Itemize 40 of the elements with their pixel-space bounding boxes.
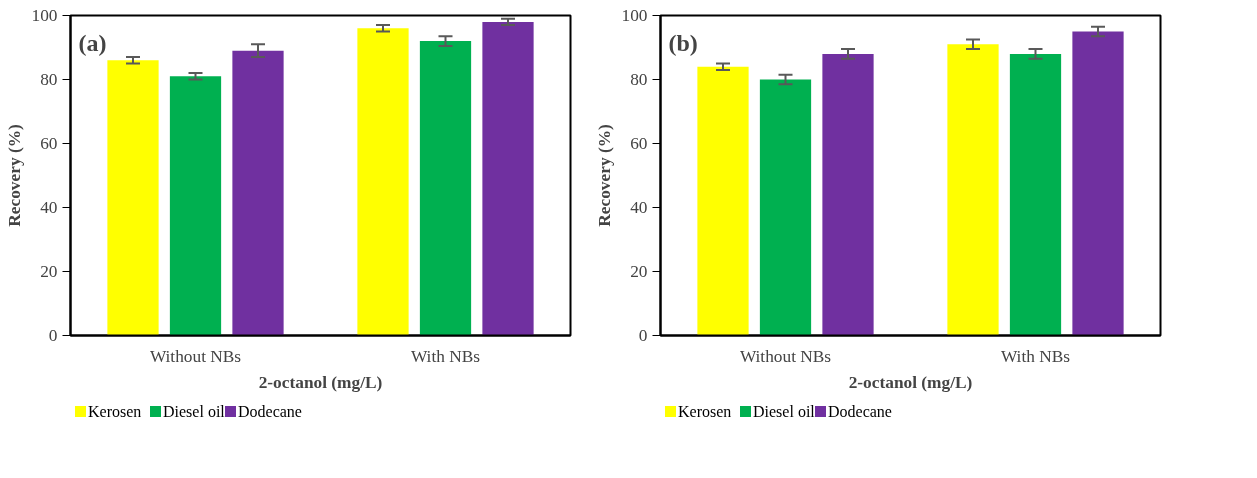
bar	[482, 21, 534, 336]
y-axis-title: Recovery (%)	[594, 124, 614, 227]
bar	[822, 53, 874, 336]
bar	[419, 41, 472, 336]
legend-label: Dodecane	[828, 403, 892, 420]
bar	[947, 44, 999, 336]
text: (b)	[668, 29, 698, 56]
bar	[107, 60, 159, 336]
y-tick-label: 40	[40, 198, 58, 217]
x-tick-label: Without NBs	[739, 346, 832, 366]
x-axis-title: 2-octanol (mg/L)	[848, 372, 973, 392]
legend-label: Diesel oil	[753, 403, 816, 420]
y-tick-label: 0	[638, 326, 648, 345]
text: (a)	[78, 29, 107, 56]
y-tick-label: 100	[31, 6, 58, 25]
x-tick-label: With NBs	[410, 346, 481, 366]
x-tick-label: Without NBs	[149, 346, 242, 366]
y-tick-label: 80	[40, 70, 58, 89]
bar	[697, 66, 749, 336]
legend-label: Diesel oil	[163, 403, 226, 420]
legend-label: Dodecane	[238, 403, 302, 420]
bar	[357, 28, 409, 336]
y-tick-label: 60	[40, 134, 58, 153]
y-tick-label: 80	[630, 70, 648, 89]
y-axis-title: Recovery (%)	[4, 124, 24, 227]
x-axis-title: 2-octanol (mg/L)	[258, 372, 383, 392]
y-tick-label: 0	[48, 326, 58, 345]
y-tick-label: 60	[630, 134, 648, 153]
bar	[1009, 53, 1062, 336]
bar	[169, 76, 222, 336]
legend-label: Kerosen	[678, 403, 732, 420]
bar	[232, 50, 284, 336]
legend-label: Kerosen	[88, 403, 142, 420]
y-tick-label: 100	[621, 6, 648, 25]
y-tick-label: 20	[630, 262, 648, 281]
y-tick-label: 40	[630, 198, 648, 217]
bar	[759, 79, 812, 336]
x-tick-label: With NBs	[1000, 346, 1071, 366]
bar	[1072, 31, 1124, 336]
y-tick-label: 20	[40, 262, 58, 281]
